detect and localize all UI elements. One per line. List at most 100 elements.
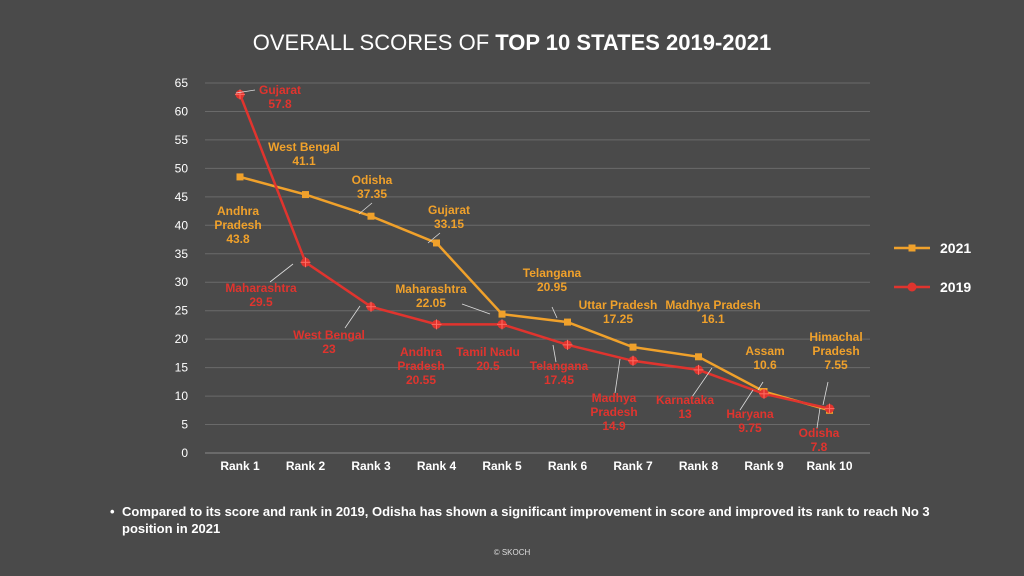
y-tick-label: 10 — [175, 389, 189, 403]
data-label-state: West Bengal — [293, 328, 365, 342]
footnote: • Compared to its score and rank in 2019… — [110, 503, 952, 537]
data-label-2021: Assam 10.6 — [745, 344, 784, 372]
x-tick-label: Rank 5 — [482, 459, 522, 473]
data-label-score: 23 — [322, 342, 336, 356]
data-label-score: 20.5 — [476, 359, 500, 373]
data-label-state: Madhya Pradesh — [665, 298, 760, 312]
line-chart: 0 5 10 15 20 25 30 35 40 45 50 55 60 65 Rank 1 Rank 2 Ra… — [175, 76, 972, 473]
chart-title: OVERALL SCORES OF TOP 10 STATES 2019-202… — [0, 30, 1024, 56]
leader-line — [822, 381, 829, 406]
data-label-2019: Tamil Nadu 20.5 — [456, 345, 520, 373]
x-tick-label: Rank 6 — [548, 459, 588, 473]
x-tick-label: Rank 1 — [220, 459, 260, 473]
credit: © SKOCH — [493, 548, 531, 557]
data-label-score: 37.35 — [357, 187, 387, 201]
series-line-2019 — [238, 93, 830, 410]
bullet-icon: • — [110, 504, 115, 519]
data-label-score: 9.75 — [738, 421, 762, 435]
y-tick-label: 50 — [175, 161, 189, 175]
data-label-score: 17.25 — [603, 312, 633, 326]
leader-line — [461, 303, 491, 315]
data-label-score: 22.05 — [416, 296, 446, 310]
data-label-score: 43.8 — [226, 232, 250, 246]
y-tick-label: 40 — [175, 218, 189, 232]
y-tick-label: 25 — [175, 304, 189, 318]
y-tick-label: 5 — [181, 418, 188, 432]
legend-label-2019: 2019 — [940, 279, 971, 295]
leader-line — [552, 344, 557, 363]
x-tick-label: Rank 3 — [351, 459, 391, 473]
leader-line — [344, 305, 361, 329]
data-label-state: Telangana — [530, 359, 589, 373]
series-line-2021 — [239, 175, 830, 412]
data-label-2019: Odisha 7.8 — [799, 426, 840, 454]
x-tick-label: Rank 10 — [806, 459, 852, 473]
x-tick-label: Rank 9 — [744, 459, 784, 473]
data-label-score: 41.1 — [292, 154, 316, 168]
data-label-state: Gujarat — [259, 83, 301, 97]
data-label-state: Odisha — [799, 426, 840, 440]
data-label-state: Andhra — [217, 204, 259, 218]
data-label-2019: Telangana 17.45 — [530, 359, 589, 387]
chart-title-regular: OVERALL SCORES OF — [252, 30, 490, 55]
data-label-score: 10.6 — [753, 358, 777, 372]
data-label-2019: West Bengal 23 — [293, 328, 365, 356]
data-label-state: Andhra — [400, 345, 442, 359]
data-label-state: West Bengal — [268, 140, 340, 154]
data-point-2021 — [236, 173, 244, 181]
y-tick-label: 0 — [181, 446, 188, 460]
data-label-state: Telangana — [523, 266, 582, 280]
data-label-2019: Gujarat 57.8 — [259, 83, 301, 111]
data-label-2019: Haryana 9.75 — [726, 407, 774, 435]
data-label-score: 20.95 — [537, 280, 567, 294]
x-tick-label: Rank 2 — [286, 459, 326, 473]
footnote-text: Compared to its score and rank in 2019, … — [122, 504, 930, 536]
leader-line — [816, 407, 821, 429]
data-label-state: Gujarat — [428, 203, 470, 217]
legend-label-2021: 2021 — [940, 240, 971, 256]
data-label-state: Maharashtra — [395, 282, 467, 296]
data-point-2021 — [367, 212, 375, 220]
data-label-2019: Andhra Pradesh 20.55 — [397, 345, 444, 387]
data-point-2021 — [302, 191, 309, 199]
leader-line — [269, 263, 294, 283]
y-tick-label: 45 — [175, 190, 189, 204]
y-tick-label: 20 — [175, 332, 189, 346]
data-label-score: 13 — [678, 407, 692, 421]
data-label-state: Pradesh — [214, 218, 261, 232]
data-label-state: Uttar Pradesh — [579, 298, 658, 312]
data-label-2021: Telangana 20.95 — [523, 266, 582, 294]
leader-line — [757, 381, 764, 391]
data-label-2021: Gujarat 33.15 — [428, 203, 470, 231]
leader-line — [614, 358, 621, 394]
data-label-2021: Madhya Pradesh 16.1 — [665, 298, 760, 326]
data-point-2021 — [695, 353, 702, 361]
data-label-score: 14.9 — [602, 419, 626, 433]
data-point-2021 — [498, 310, 506, 318]
data-point-2021 — [564, 318, 571, 326]
data-label-score: 16.1 — [701, 312, 725, 326]
data-label-2021: Himachal Pradesh 7.55 — [809, 330, 862, 372]
leader-line — [551, 306, 558, 319]
leader-line — [358, 202, 373, 215]
y-tick-label: 55 — [175, 133, 189, 147]
data-label-score: 7.8 — [811, 440, 828, 454]
data-label-2021: Maharashtra 22.05 — [395, 282, 467, 310]
data-label-2019: Maharashtra 29.5 — [225, 281, 297, 309]
data-label-2021: Uttar Pradesh 17.25 — [579, 298, 658, 326]
data-label-2021: Andhra Pradesh 43.8 — [214, 204, 261, 246]
data-label-state: Maharashtra — [225, 281, 297, 295]
data-label-state: Pradesh — [812, 344, 859, 358]
data-label-state: Madhya — [592, 391, 637, 405]
data-label-2019: Karnataka 13 — [656, 393, 714, 421]
x-tick-label: Rank 8 — [679, 459, 719, 473]
data-label-score: 17.45 — [544, 373, 574, 387]
data-label-score: 29.5 — [249, 295, 273, 309]
data-label-2021: West Bengal 41.1 — [268, 140, 340, 168]
leader-line — [235, 89, 256, 94]
data-label-state: Assam — [745, 344, 784, 358]
data-label-state: Tamil Nadu — [456, 345, 520, 359]
y-tick-label: 35 — [175, 247, 189, 261]
leader-line — [691, 367, 713, 398]
data-label-state: Himachal — [809, 330, 862, 344]
